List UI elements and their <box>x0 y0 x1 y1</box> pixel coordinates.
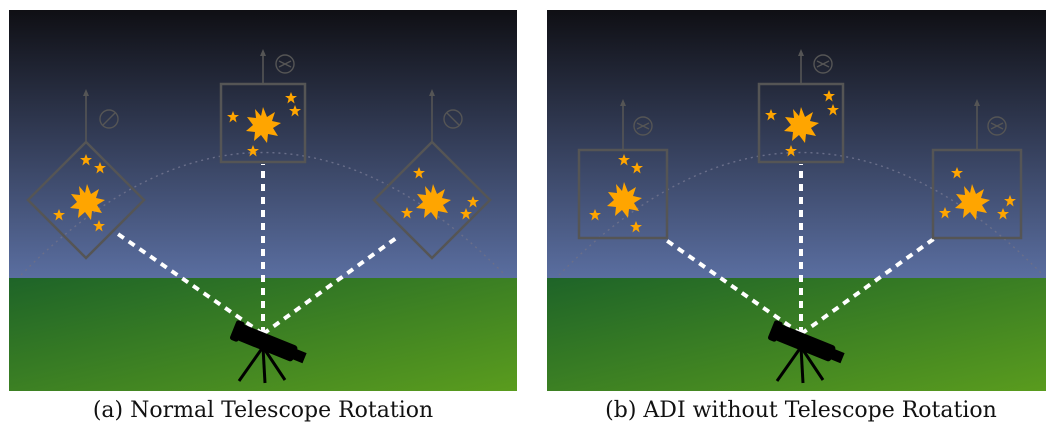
sightline-beams <box>113 164 401 336</box>
north-arrow-head <box>260 49 266 56</box>
beam-left <box>661 236 803 336</box>
star-field-center <box>219 49 307 164</box>
diagram-panel-adi <box>547 10 1046 391</box>
compass-icon <box>813 54 833 74</box>
field-frame <box>372 140 492 260</box>
north-arrow-head <box>620 99 626 106</box>
beam-right <box>261 234 401 336</box>
telescope-icon <box>229 320 307 384</box>
star-field-left <box>26 89 146 260</box>
telescope-icon <box>767 320 845 384</box>
north-arrow-head <box>798 49 804 56</box>
diagram-panel-normal-rotation <box>9 10 517 391</box>
field-frame <box>26 140 146 260</box>
star-field-left <box>577 99 669 240</box>
night-sky <box>547 10 1046 278</box>
star-field-right <box>372 89 492 260</box>
north-arrow-head <box>974 99 980 106</box>
caption-normal-rotation: (a) Normal Telescope Rotation <box>92 398 434 423</box>
compass-icon <box>633 116 653 136</box>
beam-left <box>113 230 265 336</box>
north-arrow-head <box>83 89 89 96</box>
star-field-center <box>757 49 845 164</box>
compass-icon <box>987 116 1007 136</box>
sightline-beams <box>661 164 937 336</box>
north-arrow-head <box>429 89 435 96</box>
panel-svg <box>9 10 517 391</box>
beam-right <box>799 236 937 336</box>
compass-icon <box>443 109 463 129</box>
caption-adi: (b) ADI without Telescope Rotation <box>605 398 997 423</box>
compass-icon <box>99 109 119 129</box>
compass-icon <box>275 54 295 74</box>
panel-svg <box>547 10 1046 391</box>
star-field-right <box>931 99 1023 240</box>
